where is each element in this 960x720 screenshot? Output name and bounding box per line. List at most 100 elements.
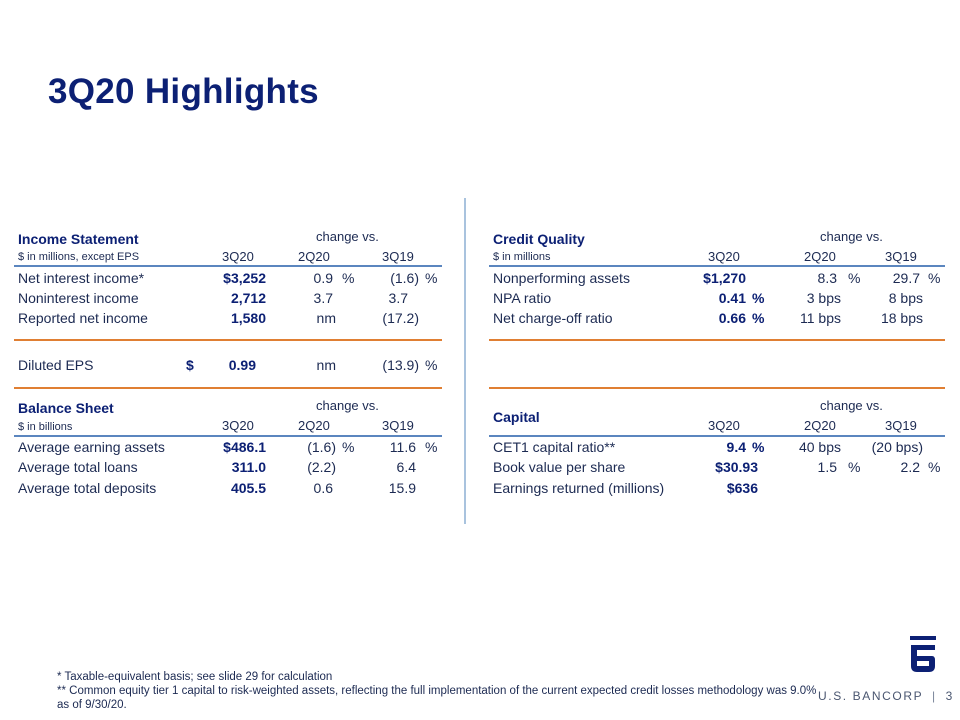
capital-col-2q20: 2Q20 (804, 418, 836, 433)
footnotes: * Taxable-equivalent basis; see slide 29… (57, 670, 817, 712)
table-cell-3q19: 11.6 (389, 439, 416, 455)
balance-col-3q19: 3Q19 (382, 418, 414, 433)
eps-3q20: 0.99 (228, 357, 256, 373)
income-header-rule (14, 265, 442, 267)
brand-footer: U.S. BANCORP | 3 (818, 689, 954, 703)
balance-header-rule (14, 435, 442, 437)
balance-change-vs: change vs. (316, 398, 379, 413)
table-cell-2q20: 11 bps (800, 310, 841, 326)
balance-unit: $ in billions (18, 421, 73, 433)
balance-col-3q20: 3Q20 (222, 418, 254, 433)
percent-sign: % (425, 270, 438, 286)
credit-change-vs: change vs. (820, 229, 883, 244)
table-cell-3q19: 15.9 (388, 480, 416, 496)
table-cell-3q19: 2.2 (900, 459, 920, 475)
percent-sign: % (342, 439, 355, 455)
table-cell-3q19: 8 bps (888, 290, 923, 306)
table-cell-3q20: $486.1 (223, 439, 266, 455)
footnote-2: ** Common equity tier 1 capital to risk-… (57, 685, 817, 711)
table-cell-3q20: 1,580 (230, 310, 266, 326)
eps-label: Diluted EPS (18, 357, 94, 373)
table-cell-3q19: (1.6) (390, 270, 419, 286)
credit-col-2q20: 2Q20 (804, 249, 836, 264)
capital-title: Capital (493, 409, 540, 425)
table-cell-2q20: nm (316, 310, 336, 326)
table-row-label: Average total loans (18, 459, 138, 475)
credit-header-rule (489, 265, 945, 267)
percent-sign: % (752, 439, 765, 455)
brand-name: U.S. BANCORP (818, 689, 923, 703)
credit-col-3q19: 3Q19 (885, 249, 917, 264)
percent-sign: % (425, 439, 438, 455)
table-cell-3q19: 18 bps (880, 310, 923, 326)
credit-rule (489, 339, 945, 341)
table-row-label: Net charge-off ratio (493, 310, 613, 326)
income-col-3q20: 3Q20 (222, 249, 254, 264)
table-cell-3q20: 311.0 (231, 459, 266, 475)
table-row-label: Reported net income (18, 310, 148, 326)
percent-sign: % (928, 270, 941, 286)
balance-col-2q20: 2Q20 (298, 418, 330, 433)
percent-sign: % (752, 310, 765, 326)
balance-sheet-title: Balance Sheet (18, 400, 114, 416)
table-cell-3q20: $3,252 (223, 270, 266, 286)
footnote-1: * Taxable-equivalent basis; see slide 29… (57, 671, 333, 683)
brand-separator: | (931, 689, 937, 703)
page-title: 3Q20 Highlights (48, 72, 319, 111)
table-row-label: NPA ratio (493, 290, 552, 306)
table-row-label: Nonperforming assets (493, 270, 630, 286)
table-cell-3q19: (20 bps) (871, 439, 923, 455)
income-unit: $ in millions, except EPS (18, 251, 140, 263)
us-bancorp-shield-icon (908, 636, 938, 679)
table-row-label: CET1 capital ratio** (493, 439, 616, 455)
income-change-vs: change vs. (316, 229, 379, 244)
table-cell-3q20: 405.5 (230, 480, 266, 496)
table-cell-3q20: $1,270 (703, 270, 746, 286)
capital-top-rule (489, 387, 945, 389)
eps-rule (14, 387, 442, 389)
table-row-label: Average total deposits (18, 480, 157, 496)
table-cell-2q20: 1.5 (817, 459, 837, 475)
capital-header-rule (489, 435, 945, 437)
table-cell-3q20: 2,712 (230, 290, 266, 306)
table-cell-2q20: 3.7 (313, 290, 333, 306)
table-cell-3q19: 29.7 (892, 270, 920, 286)
table-row-label: Book value per share (493, 459, 626, 475)
eps-dollar: $ (186, 357, 194, 373)
table-row-label: Average earning assets (18, 439, 165, 455)
income-rule (14, 339, 442, 341)
table-cell-3q20: 9.4 (726, 439, 746, 455)
table-cell-3q19: (17.2) (382, 310, 419, 326)
percent-sign: % (928, 459, 941, 475)
table-cell-3q19: 3.7 (388, 290, 408, 306)
capital-col-3q19: 3Q19 (885, 418, 917, 433)
table-cell-3q20: 0.66 (718, 310, 746, 326)
percent-sign: % (342, 270, 355, 286)
income-col-3q19: 3Q19 (382, 249, 414, 264)
percent-sign: % (425, 357, 438, 373)
eps-2q20: nm (316, 357, 336, 373)
percent-sign: % (848, 270, 861, 286)
table-row-label: Net interest income* (18, 270, 145, 286)
page-number: 3 (945, 689, 954, 703)
table-cell-2q20: 0.9 (313, 270, 333, 286)
table-cell-3q20: $30.93 (715, 459, 758, 475)
table-cell-2q20: 8.3 (817, 270, 837, 286)
table-cell-2q20: 0.6 (313, 480, 333, 496)
table-cell-2q20: (2.2) (307, 459, 336, 475)
table-cell-3q19: 6.4 (396, 459, 416, 475)
credit-col-3q20: 3Q20 (708, 249, 740, 264)
table-cell-2q20: 40 bps (798, 439, 841, 455)
table-cell-3q20: 0.41 (718, 290, 746, 306)
capital-col-3q20: 3Q20 (708, 418, 740, 433)
capital-change-vs: change vs. (820, 398, 883, 413)
table-cell-2q20: 3 bps (806, 290, 841, 306)
income-statement-title: Income Statement (18, 231, 139, 247)
table-row-label: Earnings returned (millions) (493, 480, 665, 496)
credit-quality-title: Credit Quality (493, 231, 585, 247)
table-row-label: Noninterest income (18, 290, 139, 306)
credit-unit: $ in millions (493, 251, 551, 263)
percent-sign: % (848, 459, 861, 475)
eps-3q19: (13.9) (382, 357, 419, 373)
table-cell-2q20: (1.6) (307, 439, 336, 455)
